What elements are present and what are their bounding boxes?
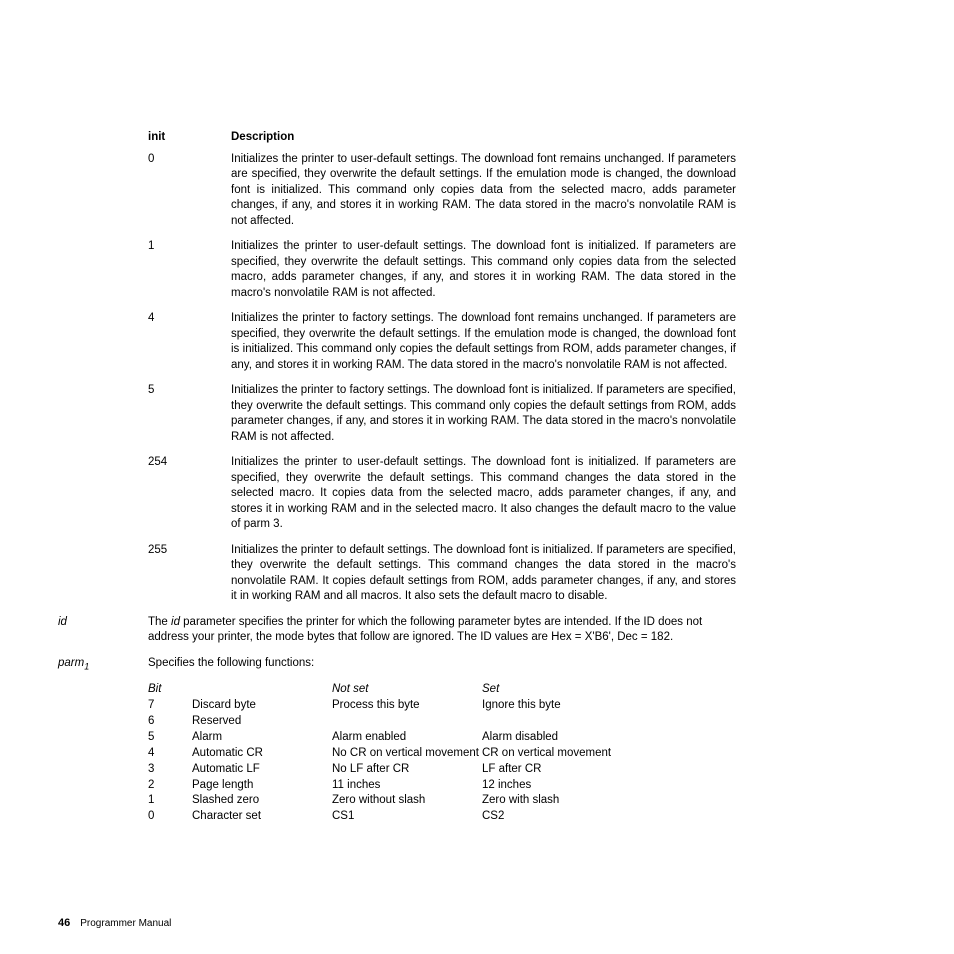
bit-c2: Slashed zero — [192, 793, 332, 809]
spacer — [58, 311, 148, 373]
parm1-label-text: parm — [58, 657, 84, 669]
bit-c4: Zero with slash — [482, 793, 642, 809]
id-desc: The id parameter specifies the printer f… — [148, 615, 736, 646]
init-value: 5 — [148, 383, 231, 445]
init-header-row: init Description — [58, 130, 834, 146]
bit-c3: Zero without slash — [332, 793, 482, 809]
init-row: 1Initializes the printer to user-default… — [58, 239, 834, 301]
bit-c3: Process this byte — [332, 698, 482, 714]
init-desc: Initializes the printer to user-default … — [231, 239, 736, 301]
init-row: 255Initializes the printer to default se… — [58, 543, 834, 605]
bit-row: 4Automatic CRNo CR on vertical movementC… — [148, 746, 834, 762]
bit-c2: Discard byte — [192, 698, 332, 714]
bit-c3: Alarm enabled — [332, 730, 482, 746]
bit-h-c4: Set — [482, 682, 642, 698]
bit-header: Bit Not set Set — [148, 682, 834, 698]
parm1-label: parm1 — [58, 656, 148, 672]
bit-c4: 12 inches — [482, 778, 642, 794]
bit-c4: LF after CR — [482, 762, 642, 778]
spacer — [58, 543, 148, 605]
init-table: 0Initializes the printer to user-default… — [58, 152, 834, 605]
bit-c1: 3 — [148, 762, 192, 778]
page-number: 46 — [58, 917, 70, 929]
bit-row: 0Character setCS1CS2 — [148, 809, 834, 825]
bit-h-c1: Bit — [148, 682, 192, 698]
bit-c2: Reserved — [192, 714, 332, 730]
bit-table: Bit Not set Set 7Discard byteProcess thi… — [148, 682, 834, 825]
id-row: id The id parameter specifies the printe… — [58, 615, 834, 646]
init-value: 4 — [148, 311, 231, 373]
init-value: 254 — [148, 455, 231, 533]
bit-row: 5AlarmAlarm enabledAlarm disabled — [148, 730, 834, 746]
init-desc: Initializes the printer to factory setti… — [231, 311, 736, 373]
init-value: 255 — [148, 543, 231, 605]
bit-c4: Ignore this byte — [482, 698, 642, 714]
init-desc: Initializes the printer to user-default … — [231, 455, 736, 533]
bit-c1: 1 — [148, 793, 192, 809]
bit-c1: 0 — [148, 809, 192, 825]
id-pre: The — [148, 616, 171, 628]
bit-c1: 2 — [148, 778, 192, 794]
bit-c1: 6 — [148, 714, 192, 730]
init-row: 254Initializes the printer to user-defau… — [58, 455, 834, 533]
bit-c1: 4 — [148, 746, 192, 762]
bit-rows: 7Discard byteProcess this byteIgnore thi… — [148, 698, 834, 825]
bit-c3: No CR on vertical movement — [332, 746, 482, 762]
id-word: id — [171, 616, 180, 628]
parm1-row: parm1 Specifies the following functions: — [58, 656, 834, 672]
parm1-sub: 1 — [84, 661, 89, 671]
bit-c1: 7 — [148, 698, 192, 714]
init-value: 1 — [148, 239, 231, 301]
spacer — [58, 383, 148, 445]
init-row: 4Initializes the printer to factory sett… — [58, 311, 834, 373]
spacer — [58, 455, 148, 533]
bit-c2: Page length — [192, 778, 332, 794]
init-row: 0Initializes the printer to user-default… — [58, 152, 834, 230]
bit-c2: Alarm — [192, 730, 332, 746]
bit-row: 7Discard byteProcess this byteIgnore thi… — [148, 698, 834, 714]
bit-c2: Automatic CR — [192, 746, 332, 762]
bit-row: 1Slashed zeroZero without slashZero with… — [148, 793, 834, 809]
bit-c3 — [332, 714, 482, 730]
bit-c4: Alarm disabled — [482, 730, 642, 746]
init-row: 5Initializes the printer to factory sett… — [58, 383, 834, 445]
bit-h-c3: Not set — [332, 682, 482, 698]
footer: 46 Programmer Manual — [58, 916, 171, 931]
parm1-desc: Specifies the following functions: — [148, 656, 736, 672]
page: init Description 0Initializes the printe… — [0, 0, 954, 954]
bit-c2: Automatic LF — [192, 762, 332, 778]
bit-c4 — [482, 714, 642, 730]
id-post: parameter specifies the printer for whic… — [148, 616, 702, 644]
bit-c3: CS1 — [332, 809, 482, 825]
bit-c4: CS2 — [482, 809, 642, 825]
id-label: id — [58, 615, 148, 646]
spacer — [58, 152, 148, 230]
init-desc: Initializes the printer to default setti… — [231, 543, 736, 605]
bit-row: 6Reserved — [148, 714, 834, 730]
init-desc: Initializes the printer to factory setti… — [231, 383, 736, 445]
bit-h-c2 — [192, 682, 332, 698]
bit-c3: No LF after CR — [332, 762, 482, 778]
init-desc: Initializes the printer to user-default … — [231, 152, 736, 230]
footer-title: Programmer Manual — [80, 918, 171, 929]
bit-c2: Character set — [192, 809, 332, 825]
bit-c3: 11 inches — [332, 778, 482, 794]
bit-row: 2Page length11 inches12 inches — [148, 778, 834, 794]
header-desc: Description — [231, 130, 736, 146]
init-value: 0 — [148, 152, 231, 230]
spacer — [58, 239, 148, 301]
bit-c1: 5 — [148, 730, 192, 746]
bit-row: 3Automatic LFNo LF after CRLF after CR — [148, 762, 834, 778]
bit-c4: CR on vertical movement — [482, 746, 642, 762]
spacer — [58, 130, 148, 146]
header-init: init — [148, 130, 231, 146]
